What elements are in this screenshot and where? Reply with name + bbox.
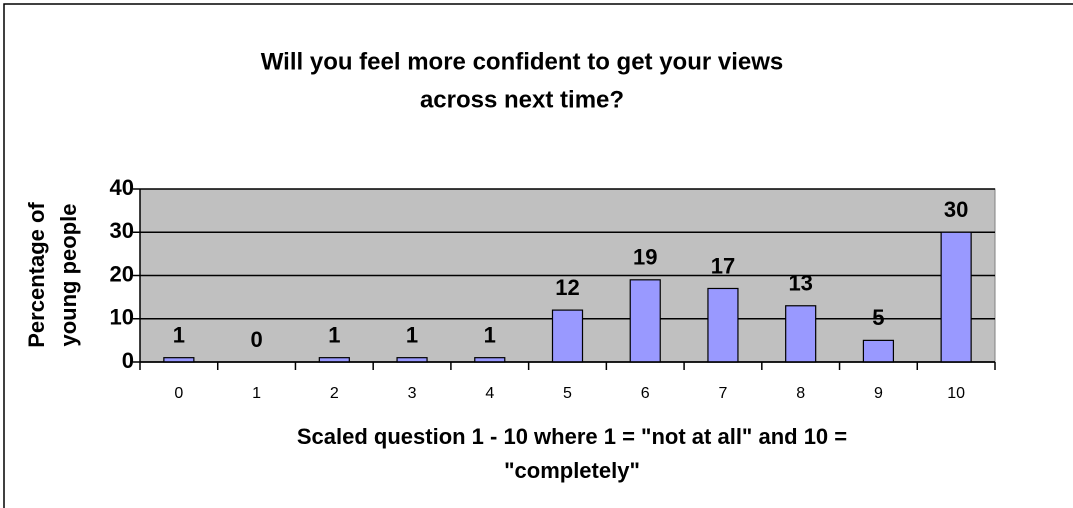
x-tick-label: 1 [252,385,261,402]
data-label: 19 [633,245,657,270]
y-axis-title: young people [56,204,81,347]
x-axis-title: "completely" [504,458,640,483]
chart-title: across next time? [420,86,624,113]
y-tick-label: 40 [110,175,134,200]
x-tick-label: 0 [174,385,183,402]
x-tick-label: 10 [947,385,965,402]
y-axis-title: Percentage of [24,202,49,348]
x-axis-title: Scaled question 1 - 10 where 1 = "not at… [297,424,847,449]
y-tick-label: 30 [110,218,134,243]
x-tick-label: 4 [485,385,494,402]
y-tick-label: 0 [122,348,134,373]
chart-title: Will you feel more confident to get your… [261,48,784,75]
y-tick-label: 20 [110,261,134,286]
data-label: 13 [788,271,812,296]
x-tick-label: 3 [408,385,417,402]
bar [940,231,972,363]
data-label: 17 [711,253,735,278]
x-tick-label: 2 [330,385,339,402]
x-tick-label: 5 [563,385,572,402]
data-label: 1 [173,322,185,347]
x-tick-label: 7 [719,385,728,402]
data-label: 30 [944,197,968,222]
bar [551,309,584,363]
bar [707,287,739,363]
data-label: 1 [406,322,418,347]
bar [785,305,817,363]
data-label: 5 [872,305,884,330]
x-tick-label: 8 [796,385,805,402]
bar [629,279,661,363]
data-label: 1 [328,322,340,347]
data-label: 0 [250,327,262,352]
x-tick-label: 6 [641,385,650,402]
data-label: 1 [484,322,496,347]
data-label: 12 [555,275,579,300]
bar [862,339,895,363]
y-tick-label: 10 [110,305,134,330]
x-tick-label: 9 [874,385,883,402]
